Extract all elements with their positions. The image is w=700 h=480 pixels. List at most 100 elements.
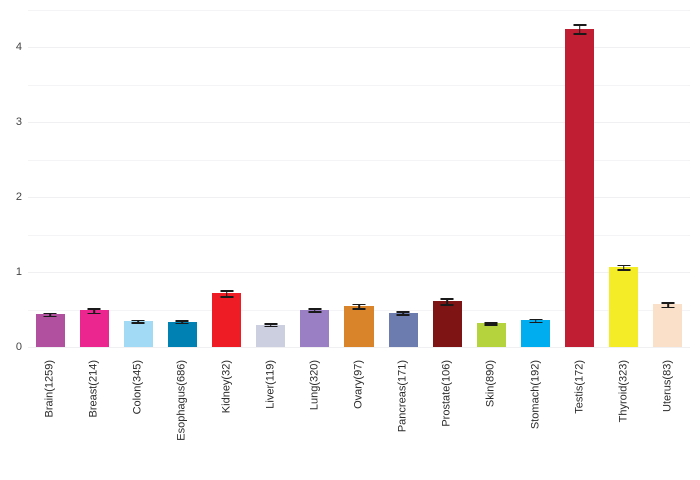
x-tick-label: Breast(214) (87, 360, 100, 418)
error-bar-cap-upper (308, 308, 322, 310)
error-bar-cap-upper (131, 319, 145, 322)
x-tick-label: Kidney(32) (220, 360, 233, 414)
bar-group[interactable] (609, 10, 639, 347)
bar[interactable] (256, 324, 286, 347)
bar[interactable] (300, 309, 330, 347)
bar-group[interactable] (344, 10, 374, 347)
x-tick-label: Liver(119) (264, 360, 277, 409)
x-tick: Kidney(32) (205, 352, 249, 478)
error-bar-cap-upper (87, 308, 101, 310)
bar[interactable] (565, 28, 595, 347)
bar[interactable] (212, 293, 242, 347)
bar[interactable] (609, 266, 639, 347)
x-tick-label: Pancreas(171) (396, 360, 409, 433)
error-bar (446, 298, 449, 305)
gridline (28, 84, 690, 86)
error-bar-cap-upper (617, 264, 631, 267)
bar[interactable] (476, 323, 506, 347)
bar-group[interactable] (565, 10, 595, 347)
gridline (28, 272, 690, 274)
gridline (28, 10, 690, 11)
y-tick-label: 2 (15, 191, 22, 204)
error-bar-cap-lower (308, 311, 322, 313)
bar-group[interactable] (123, 10, 153, 347)
x-tick: Skin(890) (469, 352, 513, 478)
bar-group[interactable] (653, 10, 683, 347)
error-bar-cap-lower (661, 306, 675, 309)
y-tick-label: 3 (15, 116, 22, 129)
bar[interactable] (123, 320, 153, 347)
bar-group[interactable] (35, 10, 65, 347)
error-bar (358, 303, 360, 309)
error-bar-cap-upper (484, 322, 498, 324)
bar-group[interactable] (212, 10, 242, 347)
x-tick: Colon(345) (116, 352, 160, 478)
bar-group[interactable] (388, 10, 418, 347)
x-tick: Esophagus(686) (160, 352, 204, 478)
error-bar-cap-upper (661, 302, 675, 304)
bar[interactable] (520, 320, 551, 347)
error-bar-cap-lower (87, 312, 101, 315)
error-bar-cap-upper (396, 311, 410, 313)
error-bar-cap-upper (529, 318, 543, 321)
x-tick: Prostate(106) (425, 352, 469, 478)
bar[interactable] (344, 305, 374, 347)
bar-group[interactable] (476, 10, 506, 347)
bar-group[interactable] (256, 10, 286, 347)
error-bar-cap-lower (131, 321, 145, 324)
x-tick-label: Colon(345) (131, 360, 144, 415)
x-tick: Stomach(192) (513, 352, 557, 478)
gridline (28, 122, 690, 124)
error-bar-cap-lower (220, 296, 234, 298)
x-axis-baseline (28, 347, 690, 348)
bar-group[interactable] (167, 10, 198, 347)
gridline (28, 159, 690, 161)
x-tick: Pancreas(171) (381, 352, 425, 478)
bar-group[interactable] (300, 10, 330, 347)
error-bar-cap-lower (396, 314, 410, 316)
error-bar-cap-lower (264, 325, 278, 328)
x-tick-label: Uterus(83) (661, 360, 674, 412)
bar[interactable] (388, 312, 418, 347)
x-tick: Breast(214) (72, 352, 116, 478)
bar[interactable] (653, 304, 683, 347)
bars-layer (28, 10, 690, 347)
x-tick: Testis(172) (558, 352, 602, 478)
bar[interactable] (432, 301, 462, 347)
x-tick-label: Ovary(97) (352, 360, 365, 409)
x-tick: Ovary(97) (337, 352, 381, 478)
y-axis: 0 1 2 3 4 (0, 10, 22, 353)
x-tick: Brain(1259) (28, 352, 72, 478)
error-bar-cap-upper (573, 24, 587, 26)
bar-group[interactable] (432, 10, 462, 347)
bar[interactable] (35, 314, 65, 347)
error-bar-cap-lower (617, 269, 631, 271)
error-bar-cap-upper (264, 323, 278, 325)
error-bar (225, 290, 228, 297)
x-tick-label: Brain(1259) (43, 360, 56, 418)
gridline (28, 47, 690, 49)
x-tick-label: Skin(890) (484, 360, 497, 408)
x-tick: Liver(119) (249, 352, 293, 478)
error-bar-cap-lower (573, 33, 587, 35)
x-axis-labels: Brain(1259) Breast(214) Colon(345) Esophagu… (28, 352, 690, 478)
x-tick-label: Prostate(106) (440, 360, 453, 427)
bar[interactable] (167, 321, 198, 347)
error-bar-cap-upper (440, 298, 454, 300)
x-tick: Thyroid(323) (602, 352, 646, 478)
error-bar-cap-lower (529, 321, 543, 324)
x-tick-label: Lung(320) (308, 360, 321, 411)
y-tick-label: 0 (15, 341, 22, 353)
bar-group[interactable] (79, 10, 109, 347)
x-tick-label: Thyroid(323) (617, 360, 630, 423)
error-bar-cap-upper (43, 312, 57, 315)
error-bar-cap-lower (484, 323, 498, 326)
y-tick-label: 1 (15, 266, 22, 279)
bar[interactable] (79, 310, 109, 347)
bar-group[interactable] (520, 10, 551, 347)
gridline (28, 197, 690, 199)
error-bar-cap-lower (352, 308, 366, 310)
error-bar-cap-upper (175, 320, 189, 322)
x-tick-label: Stomach(192) (529, 360, 542, 430)
